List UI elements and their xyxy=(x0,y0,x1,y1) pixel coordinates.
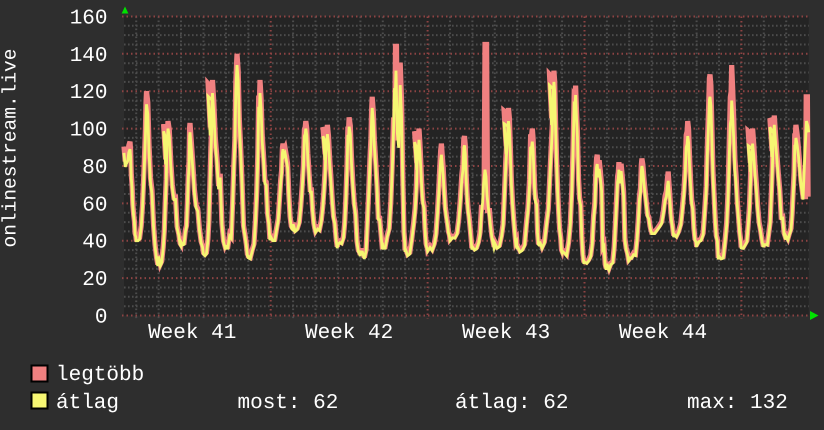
svg-text:Week 42: Week 42 xyxy=(305,322,393,345)
svg-text:max: 132: max: 132 xyxy=(687,392,788,415)
svg-text:60: 60 xyxy=(82,194,107,217)
svg-text:átlag: átlag xyxy=(56,392,119,415)
svg-text:Week 43: Week 43 xyxy=(462,322,550,345)
svg-text:160: 160 xyxy=(70,8,108,31)
svg-text:átlag: 62: átlag: 62 xyxy=(455,392,568,415)
svg-text:Week 41: Week 41 xyxy=(148,322,236,345)
svg-text:140: 140 xyxy=(70,45,108,68)
svg-text:20: 20 xyxy=(82,269,107,292)
svg-text:0: 0 xyxy=(95,307,108,330)
svg-text:40: 40 xyxy=(82,232,107,255)
svg-text:onlinestream.live: onlinestream.live xyxy=(0,49,22,248)
svg-text:120: 120 xyxy=(70,82,108,105)
svg-text:100: 100 xyxy=(70,120,108,143)
svg-text:most: 62: most: 62 xyxy=(238,392,339,415)
svg-text:80: 80 xyxy=(82,157,107,180)
svg-text:legtöbb: legtöbb xyxy=(56,364,144,387)
svg-text:Week 44: Week 44 xyxy=(619,322,707,345)
